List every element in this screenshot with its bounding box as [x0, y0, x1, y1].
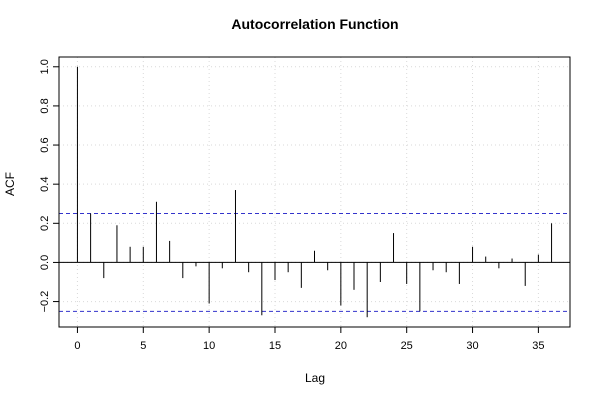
- y-tick-label: −0.2: [39, 291, 51, 313]
- x-tick-label: 5: [140, 340, 146, 352]
- x-tick-label: 15: [269, 340, 281, 352]
- x-tick-label: 10: [203, 340, 215, 352]
- x-axis-label: Lag: [305, 371, 325, 385]
- x-tick-label: 35: [532, 340, 544, 352]
- plot-frame: [58, 56, 571, 328]
- y-tick-label: 1.0: [39, 59, 51, 74]
- x-tick-label: 30: [466, 340, 478, 352]
- y-axis-label: ACF: [3, 172, 17, 196]
- y-tick-label: 0.4: [39, 177, 51, 192]
- chart-title: Autocorrelation Function: [231, 16, 398, 32]
- y-tick-label: 0.8: [39, 98, 51, 113]
- x-tick-label: 0: [74, 340, 80, 352]
- y-tick-label: 0.2: [39, 216, 51, 231]
- y-tick-label: 0.6: [39, 137, 51, 152]
- x-tick-label: 25: [401, 340, 413, 352]
- y-tick-label: 0.0: [39, 255, 51, 270]
- x-tick-label: 20: [335, 340, 347, 352]
